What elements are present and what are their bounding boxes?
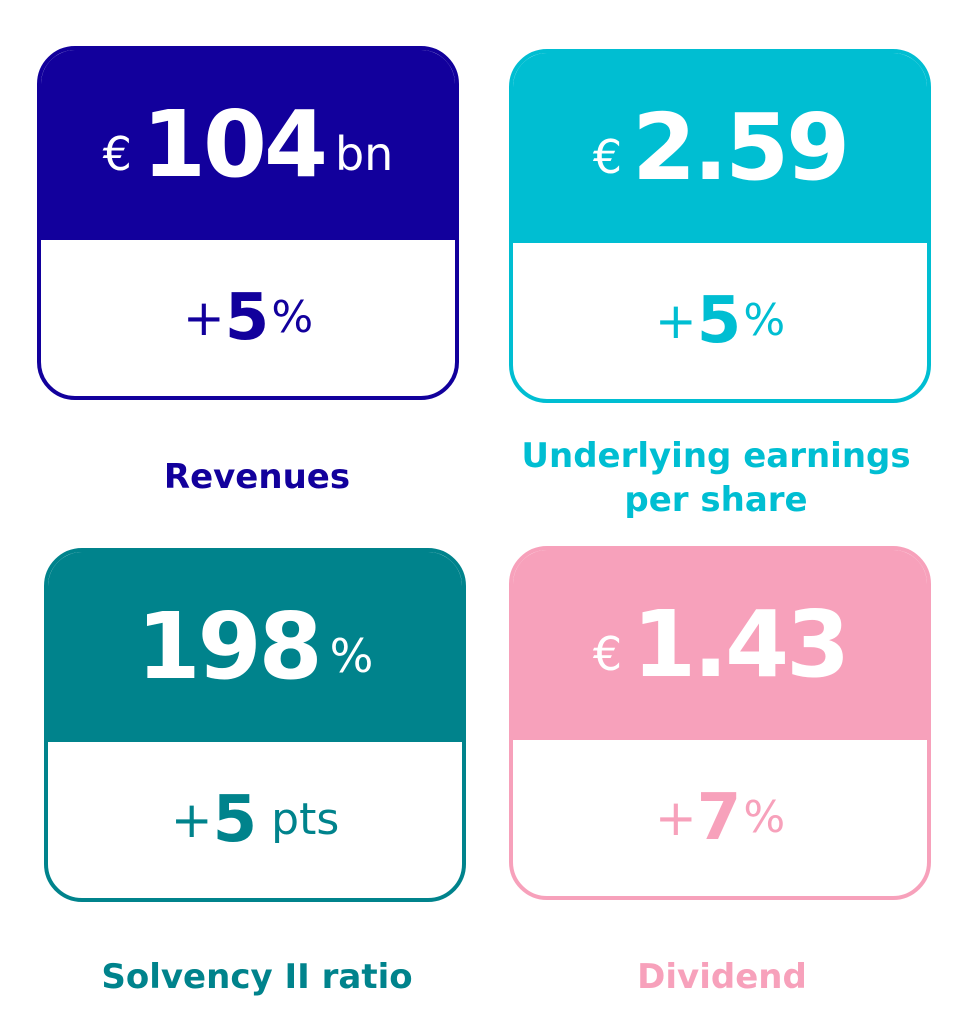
- revenues-card: € 104 bn + 5 %: [37, 46, 459, 400]
- change-sign: +: [182, 289, 225, 347]
- earnings-per-share-card: € 2.59 + 5 %: [509, 49, 931, 403]
- revenues-label: Revenues: [163, 457, 351, 497]
- revenues-change-band: + 5 %: [41, 240, 455, 396]
- change-unit: %: [743, 792, 786, 843]
- solvency-ratio-label: Solvency II ratio: [101, 957, 413, 997]
- earnings-value: 2.59: [632, 94, 850, 201]
- dividend-value-band: € 1.43: [513, 550, 927, 740]
- currency-symbol: €: [592, 130, 623, 184]
- change-unit: %: [271, 292, 314, 343]
- change-value: 5: [224, 281, 270, 355]
- change-sign: +: [654, 292, 697, 350]
- earnings-per-share-label: Underlying earnings per share: [486, 434, 946, 522]
- dividend-label: Dividend: [637, 957, 807, 997]
- revenues-value-band: € 104 bn: [41, 50, 455, 240]
- change-sign: +: [654, 789, 697, 847]
- currency-symbol: €: [102, 127, 132, 181]
- solvency-value: 198: [136, 593, 323, 700]
- dividend-value: 1.43: [632, 591, 850, 698]
- dividend-card: € 1.43 + 7 %: [509, 546, 931, 900]
- change-value: 7: [696, 781, 742, 855]
- unit-suffix: %: [329, 629, 374, 683]
- label-line: per share: [624, 480, 808, 520]
- dividend-change-band: + 7 %: [513, 740, 927, 896]
- change-sign: +: [170, 791, 213, 849]
- change-value: 5: [212, 783, 258, 857]
- change-unit: pts: [271, 794, 340, 845]
- currency-symbol: €: [592, 627, 623, 681]
- solvency-ratio-card: 198 % + 5 pts: [44, 548, 466, 902]
- label-line: Underlying earnings: [521, 436, 911, 476]
- revenues-value: 104: [141, 91, 328, 198]
- change-value: 5: [696, 284, 742, 358]
- solvency-value-band: 198 %: [48, 552, 462, 742]
- earnings-value-band: € 2.59: [513, 53, 927, 243]
- earnings-change-band: + 5 %: [513, 243, 927, 399]
- change-unit: %: [743, 295, 786, 346]
- solvency-change-band: + 5 pts: [48, 742, 462, 898]
- unit-suffix: bn: [334, 127, 394, 181]
